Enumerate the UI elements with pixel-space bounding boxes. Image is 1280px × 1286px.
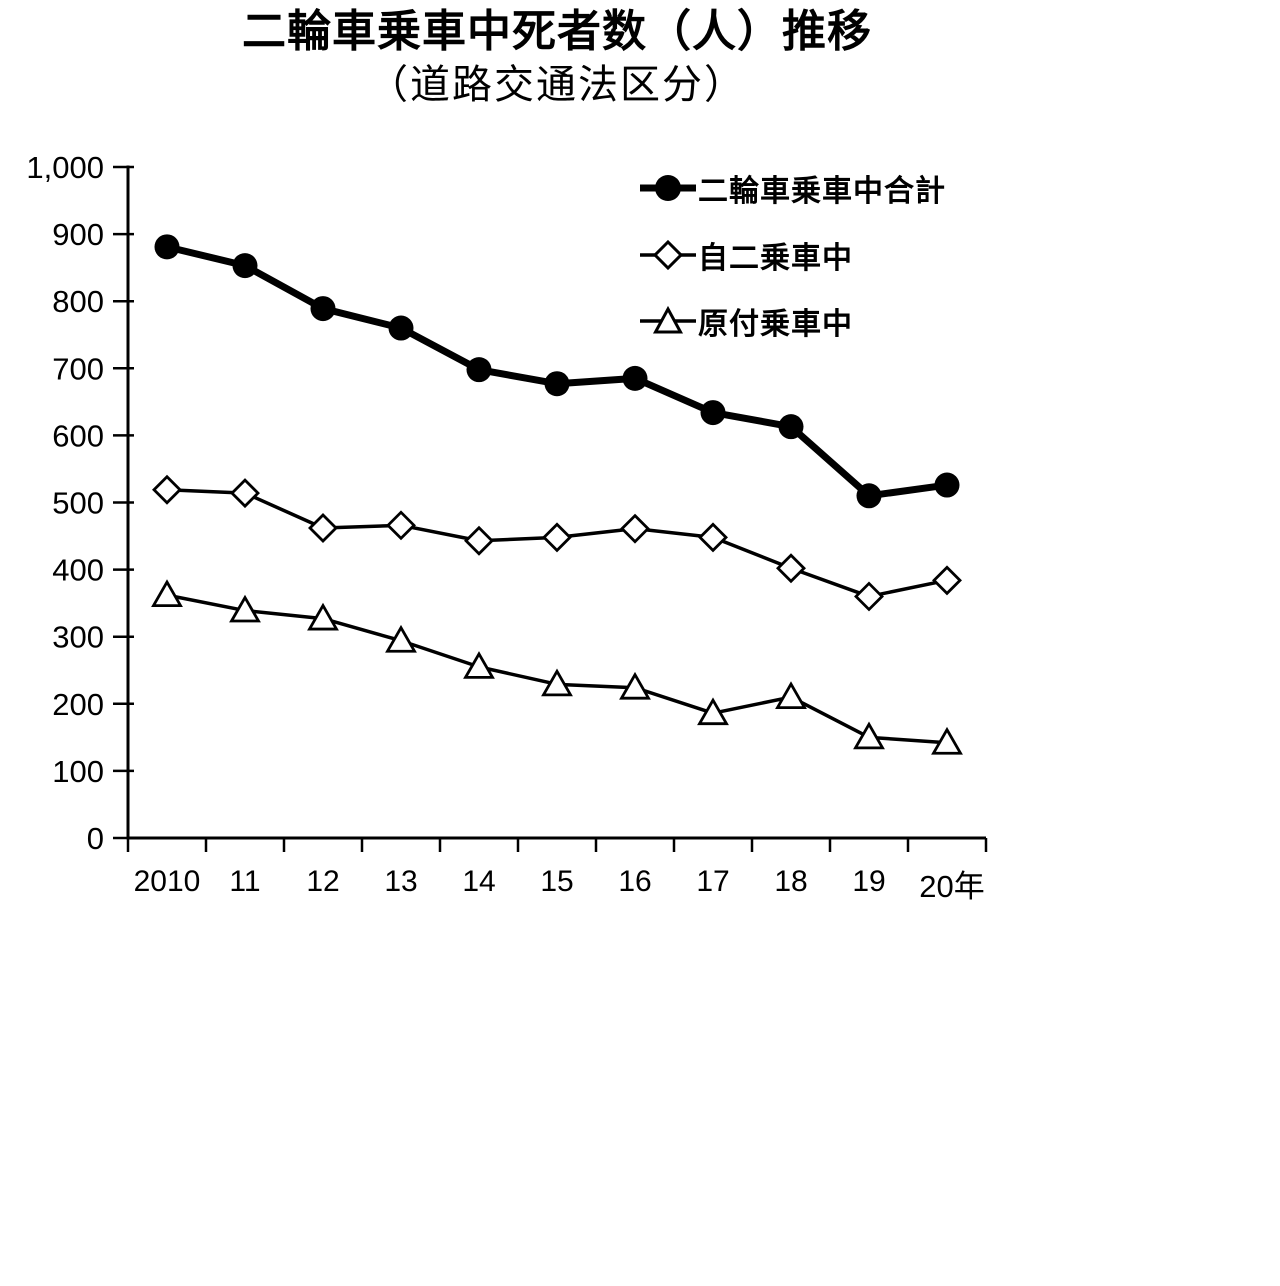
legend-item-motorcycle: 自二乗車中	[638, 235, 853, 275]
data-point-moped	[385, 624, 417, 653]
data-point-total	[466, 357, 492, 383]
title-block: 二輪車乗車中死者数（人）推移 （道路交通法区分）	[0, 4, 1114, 110]
y-tick-label: 500	[52, 486, 104, 521]
data-point-moped	[229, 594, 261, 623]
data-point-motorcycle	[464, 525, 494, 556]
legend-item-total: 二輪車乗車中合計	[638, 168, 946, 208]
open-diamond-line-icon	[640, 239, 696, 271]
data-point-motorcycle	[854, 581, 884, 612]
data-point-total	[934, 472, 960, 498]
x-tick-label: 2010	[134, 865, 201, 898]
legend-label-motorcycle: 自二乗車中	[698, 242, 853, 275]
x-tick-label: 13	[384, 865, 417, 898]
data-point-total	[544, 371, 570, 397]
y-tick-label: 600	[52, 418, 104, 453]
chart-subtitle: （道路交通法区分）	[368, 62, 746, 108]
data-point-moped	[853, 721, 885, 750]
data-point-motorcycle	[932, 565, 962, 596]
y-tick-label: 800	[52, 284, 104, 319]
data-point-motorcycle	[152, 474, 182, 505]
data-point-motorcycle	[230, 478, 260, 509]
chart-title: 二輪車乗車中死者数（人）推移	[242, 7, 872, 56]
y-tick-label: 900	[52, 217, 104, 252]
y-tick-label: 100	[52, 754, 104, 789]
data-point-motorcycle	[620, 513, 650, 544]
data-point-total	[310, 296, 336, 322]
x-tick-label: 16	[618, 865, 651, 898]
data-point-moped	[307, 602, 339, 631]
x-tick-label: 20年	[919, 869, 984, 904]
y-tick-label: 300	[52, 620, 104, 655]
x-tick-label: 15	[540, 865, 573, 898]
data-point-total	[154, 234, 180, 260]
data-point-motorcycle	[308, 513, 338, 543]
x-tick-label: 11	[229, 865, 260, 898]
data-point-total	[778, 414, 804, 440]
data-point-moped	[619, 671, 651, 700]
x-tick-label: 19	[852, 865, 885, 898]
x-tick-label: 14	[462, 865, 495, 898]
legend-label-moped: 原付乗車中	[698, 308, 853, 341]
data-point-motorcycle	[776, 553, 806, 584]
data-point-moped	[541, 668, 573, 697]
open-triangle-line-icon	[640, 305, 696, 334]
data-point-moped	[931, 726, 963, 755]
legend-item-moped: 原付乗車中	[638, 301, 853, 341]
data-point-total	[388, 315, 414, 341]
x-tick-label: 12	[306, 865, 339, 898]
y-tick-label: 700	[52, 351, 104, 386]
legend-label-total: 二輪車乗車中合計	[698, 175, 946, 208]
data-point-moped	[463, 651, 495, 679]
x-tick-label: 17	[696, 865, 729, 898]
y-tick-label: 0	[87, 821, 104, 856]
filled-circle-line-icon	[640, 175, 696, 201]
data-point-moped	[775, 681, 807, 709]
y-tick-label: 400	[52, 553, 104, 588]
y-tick-label: 1,000	[26, 150, 104, 185]
y-tick-label: 200	[52, 687, 104, 722]
data-point-motorcycle	[542, 522, 572, 553]
data-point-moped	[151, 579, 183, 607]
data-point-total	[622, 365, 648, 391]
data-point-motorcycle	[386, 510, 416, 541]
data-point-total	[232, 253, 258, 279]
data-point-total	[856, 483, 882, 509]
data-point-motorcycle	[698, 522, 728, 553]
data-point-moped	[697, 697, 729, 726]
x-tick-label: 18	[774, 865, 807, 898]
data-point-total	[700, 400, 726, 426]
